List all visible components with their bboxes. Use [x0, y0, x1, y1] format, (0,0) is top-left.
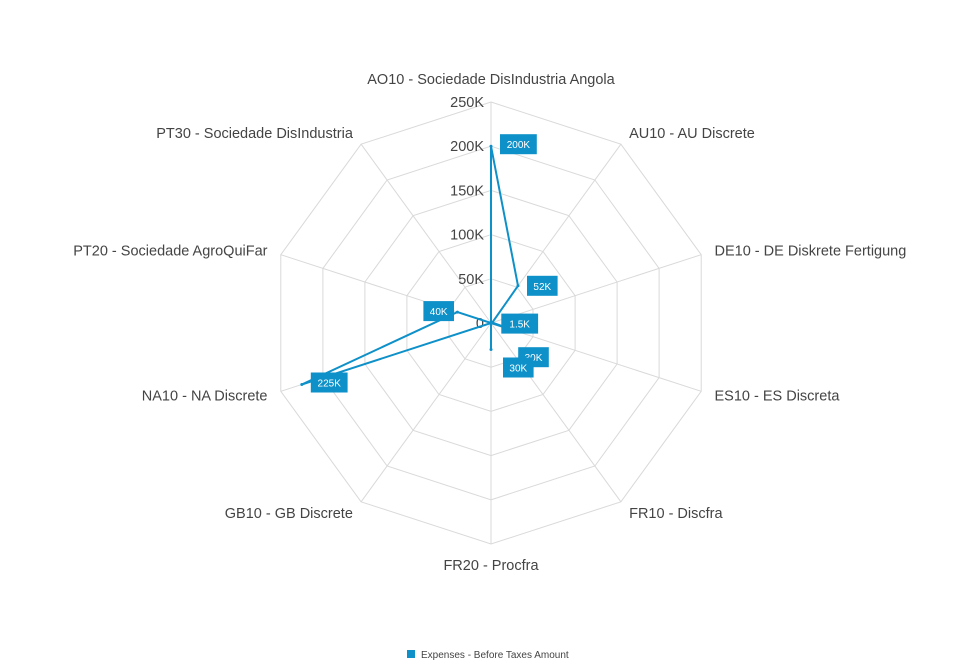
radial-tick-label: 150K: [450, 183, 484, 199]
category-label: FR20 - Procfra: [443, 558, 539, 574]
data-point: [489, 321, 493, 325]
category-label: DE10 - DE Diskrete Fertigung: [715, 243, 907, 259]
radial-tick-label: 0: [476, 316, 484, 332]
grid-spoke: [360, 143, 492, 324]
data-label-text: 40K: [430, 307, 448, 318]
category-label: FR10 - Discfra: [629, 506, 723, 522]
grid-spoke: [490, 254, 702, 324]
data-label: 200K: [500, 134, 537, 155]
category-label: AU10 - AU Discrete: [629, 126, 755, 142]
legend-label: Expenses - Before Taxes Amount: [421, 650, 569, 661]
data-label-text: 225K: [318, 379, 342, 390]
category-label: NA10 - NA Discrete: [142, 389, 268, 405]
radial-tick-label: 200K: [450, 139, 484, 155]
data-labels: 200K 52K 1.5K 30K30K 225K 40K: [310, 134, 558, 393]
data-label-box: [503, 357, 534, 378]
grid-spoke: [280, 254, 492, 324]
category-label: GB10 - GB Discrete: [225, 506, 353, 522]
grid-spoke: [360, 322, 492, 503]
data-point: [489, 348, 493, 351]
data-label: 52K: [527, 275, 558, 296]
data-label-text: 30K: [509, 364, 527, 375]
radial-tick-labels: 50K 100K 150K 200K 250K 0: [450, 95, 484, 332]
category-label: ES10 - ES Discreta: [715, 389, 841, 405]
radial-tick-label: 50K: [458, 272, 484, 288]
data-label-text: 200K: [507, 140, 531, 151]
data-label: 1.5K: [501, 313, 539, 334]
category-labels: AO10 - Sociedade DisIndustria Angola AU10…: [73, 72, 906, 574]
data-point: [455, 310, 459, 314]
data-label: 30K: [503, 357, 534, 378]
data-label-text: 30K: [525, 353, 543, 364]
data-label: 40K: [423, 301, 454, 322]
data-label-box: [500, 134, 537, 155]
data-label-box: [310, 372, 348, 393]
radial-tick-label: 250K: [450, 95, 484, 111]
data-point: [516, 284, 520, 288]
legend: Expenses - Before Taxes Amount: [407, 650, 569, 661]
data-label-text: 1.5K: [509, 320, 530, 331]
legend-swatch: [407, 650, 415, 658]
grid-spoke: [490, 322, 702, 392]
grid-spoke: [490, 322, 622, 503]
category-label: AO10 - Sociedade DisIndustria Angola: [367, 72, 615, 88]
data-point: [489, 144, 493, 148]
data-point: [300, 383, 304, 386]
category-label: PT20 - Sociedade AgroQuiFar: [73, 243, 267, 259]
data-label-text: 52K: [533, 282, 551, 293]
data-label-box: [527, 275, 558, 296]
chart-grid: [280, 101, 702, 545]
radial-tick-label: 100K: [450, 228, 484, 244]
data-label-box: [423, 301, 454, 322]
data-label-box: [501, 313, 539, 334]
data-label: 225K: [310, 372, 348, 393]
category-label: PT30 - Sociedade DisIndustria: [156, 126, 354, 142]
